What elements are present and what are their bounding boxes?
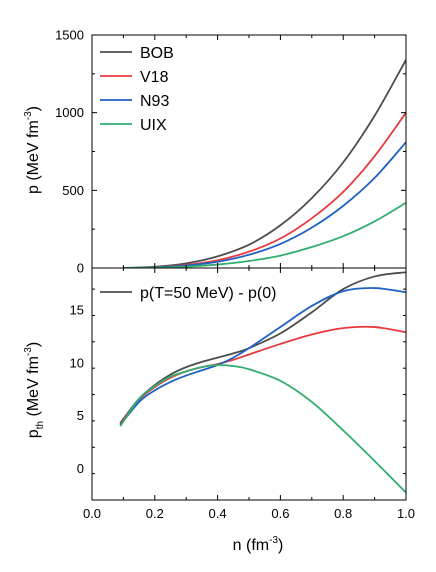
bottom-series-bob	[119, 271, 406, 424]
legend-label-v18: V18	[140, 69, 169, 86]
top-series-v18	[123, 112, 406, 268]
bottom-plot-frame	[91, 267, 407, 501]
top-y-axis-title: p (MeV fm-3)	[23, 106, 42, 194]
bottom-y-tick-label: 15	[70, 303, 84, 318]
top-y-tick-label: 0	[77, 261, 84, 276]
top-series-bob	[123, 59, 406, 268]
top-y-tick-label: 1500	[55, 28, 84, 43]
top-series-group	[123, 59, 406, 268]
top-y-tick-label: 500	[62, 183, 84, 198]
x-tick-label: 0.4	[209, 506, 227, 521]
x-axis-title: n (fm-3)	[233, 535, 284, 554]
bottom-y-tick-label: 0	[77, 461, 84, 476]
bottom-y-tick-label: 5	[77, 408, 84, 423]
top-legend: BOB V18 N93 UIX	[100, 45, 174, 134]
legend-label-n93: N93	[140, 93, 169, 110]
legend-label-bob: BOB	[140, 45, 174, 62]
top-y-tick-label: 1000	[55, 105, 84, 120]
bottom-series-group	[119, 271, 406, 494]
bottom-y-axis-title: pth (MeV fm-3)	[23, 342, 46, 438]
bottom-panel: 0.0 0.2 0.4 0.6 0.8 1.0 0 5 10 15 p(T=50 MeV) - p(…	[70, 267, 415, 521]
legend-label-uix: UIX	[140, 117, 167, 134]
bottom-series-n93	[119, 287, 406, 426]
top-series-n93	[123, 141, 406, 268]
top-panel: 0 500 1000 1500 BOB V18 N93 UIX	[55, 28, 407, 276]
x-tick-label: 0.8	[334, 506, 352, 521]
bottom-series-uix	[119, 364, 406, 494]
x-tick-label: 0.0	[83, 506, 101, 521]
x-tick-label: 0.2	[146, 506, 164, 521]
bottom-legend: p(T=50 MeV) - p(0)	[100, 285, 276, 302]
bottom-y-tick-label: 10	[70, 355, 84, 370]
x-tick-label: 1.0	[397, 506, 415, 521]
top-series-uix	[123, 201, 406, 268]
x-tick-label: 0.6	[271, 506, 289, 521]
legend-label-thermal: p(T=50 MeV) - p(0)	[140, 285, 276, 302]
